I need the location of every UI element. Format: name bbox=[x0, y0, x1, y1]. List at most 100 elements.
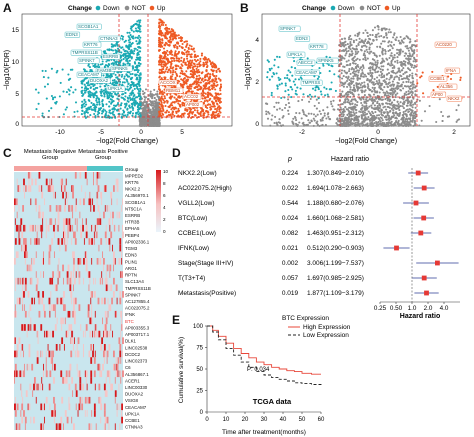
volcano-a-point bbox=[164, 104, 167, 108]
heatmap-cell bbox=[53, 231, 55, 239]
volcano-b-point bbox=[323, 114, 326, 117]
volcano-b-point bbox=[351, 102, 354, 105]
legend-label-down: Down bbox=[103, 5, 120, 12]
heatmap-cell bbox=[21, 244, 23, 252]
volcano-b-point bbox=[436, 85, 439, 88]
heatmap-cell bbox=[51, 218, 53, 225]
heatmap-cell bbox=[76, 224, 78, 232]
volcano-b-point bbox=[302, 93, 305, 96]
volcano-b-point bbox=[382, 59, 385, 62]
volcano-b-point bbox=[348, 36, 351, 39]
heatmap-cell bbox=[39, 211, 42, 219]
volcano-b-point bbox=[317, 75, 320, 78]
volcano-b-point bbox=[358, 58, 361, 61]
volcano-b-point bbox=[363, 42, 366, 45]
volcano-a-point bbox=[195, 70, 198, 73]
volcano-a-point bbox=[112, 113, 115, 116]
volcano-a-point bbox=[205, 109, 208, 112]
heatmap-cell bbox=[45, 178, 48, 186]
volcano-b-point bbox=[287, 88, 290, 92]
volcano-a-point bbox=[183, 77, 186, 80]
heatmap-cell bbox=[53, 185, 54, 192]
volcano-a-point bbox=[139, 118, 142, 121]
volcano-b-point bbox=[373, 78, 376, 81]
volcano-b-point bbox=[321, 119, 324, 122]
heatmap-group-label: Group bbox=[125, 167, 139, 173]
volcano-b-point bbox=[326, 93, 329, 96]
volcano-a-point bbox=[111, 100, 114, 103]
volcano-b-point bbox=[334, 89, 337, 92]
volcano-b-point bbox=[352, 57, 355, 60]
volcano-a-point bbox=[76, 110, 79, 113]
volcano-a-point bbox=[143, 118, 146, 121]
volcano-b-point bbox=[343, 82, 346, 85]
volcano-b-point bbox=[422, 92, 425, 95]
volcano-b-point bbox=[358, 31, 361, 34]
volcano-b-point bbox=[394, 87, 397, 90]
volcano-b-point bbox=[378, 54, 381, 57]
volcano-b-point bbox=[357, 33, 360, 36]
volcano-b-point bbox=[297, 100, 300, 103]
heatmap-cell bbox=[63, 238, 65, 245]
volcano-a-point bbox=[108, 105, 111, 108]
volcano-b-point bbox=[291, 88, 294, 91]
volcano-a-point bbox=[115, 49, 118, 52]
volcano-b-point bbox=[384, 116, 387, 119]
heatmap-cell bbox=[88, 238, 91, 245]
heatmap-cell bbox=[15, 198, 18, 206]
volcano-a-point bbox=[139, 98, 142, 101]
volcano-a-point bbox=[167, 32, 170, 35]
volcano-b-point bbox=[407, 78, 410, 81]
heatmap-cell bbox=[18, 205, 20, 212]
volcano-b-x-ticks: -2 0 2 bbox=[299, 129, 456, 136]
volcano-b-point bbox=[317, 97, 320, 100]
volcano-a-point bbox=[170, 108, 173, 111]
volcano-b-point bbox=[389, 121, 392, 124]
volcano-b-point bbox=[411, 72, 414, 75]
volcano-a-point bbox=[158, 18, 161, 21]
volcano-b-point bbox=[365, 48, 368, 51]
volcano-a-point bbox=[195, 77, 198, 80]
heatmap-cell bbox=[23, 251, 26, 258]
volcano-a-point bbox=[50, 107, 53, 110]
volcano-b-point bbox=[340, 84, 344, 87]
volcano-b-point bbox=[344, 40, 347, 43]
heatmap-cell bbox=[34, 224, 36, 232]
gene-label: ACCOX bbox=[160, 80, 176, 85]
volcano-b-point bbox=[352, 84, 356, 87]
heatmap-cell bbox=[93, 231, 95, 239]
volcano-a-point bbox=[203, 100, 206, 103]
volcano-b-point bbox=[374, 108, 377, 111]
volcano-a-point bbox=[47, 109, 51, 112]
volcano-a-point bbox=[201, 97, 204, 100]
volcano-b-point bbox=[378, 74, 381, 77]
volcano-b-point bbox=[273, 58, 276, 61]
volcano-b-point bbox=[405, 85, 408, 88]
legend-dot-not bbox=[359, 5, 365, 11]
volcano-a-point bbox=[166, 30, 169, 33]
volcano-b-point bbox=[361, 104, 364, 107]
volcano-a-point bbox=[169, 37, 172, 41]
heatmap-cell bbox=[96, 178, 98, 186]
volcano-b-point bbox=[345, 64, 348, 67]
volcano-a-point bbox=[151, 123, 154, 126]
volcano-a-point bbox=[100, 112, 104, 115]
volcano-b-point bbox=[389, 54, 392, 57]
volcano-a-point bbox=[137, 113, 140, 116]
volcano-a-point bbox=[122, 54, 125, 57]
volcano-a-point bbox=[153, 120, 156, 123]
volcano-a-point bbox=[160, 91, 163, 94]
volcano-b-point bbox=[377, 25, 380, 29]
volcano-b-point bbox=[348, 70, 351, 73]
volcano-b-point bbox=[345, 72, 348, 75]
volcano-b-point bbox=[266, 71, 269, 74]
volcano-a-point bbox=[124, 106, 127, 109]
volcano-a-point bbox=[193, 73, 197, 76]
volcano-a-point bbox=[195, 79, 198, 83]
volcano-a-point bbox=[128, 31, 131, 34]
volcano-b-point bbox=[357, 83, 360, 86]
legend-label-not: NOT bbox=[132, 5, 146, 12]
volcano-b-point bbox=[459, 78, 462, 82]
volcano-b-point bbox=[416, 82, 419, 85]
heatmap-cell bbox=[63, 231, 66, 239]
